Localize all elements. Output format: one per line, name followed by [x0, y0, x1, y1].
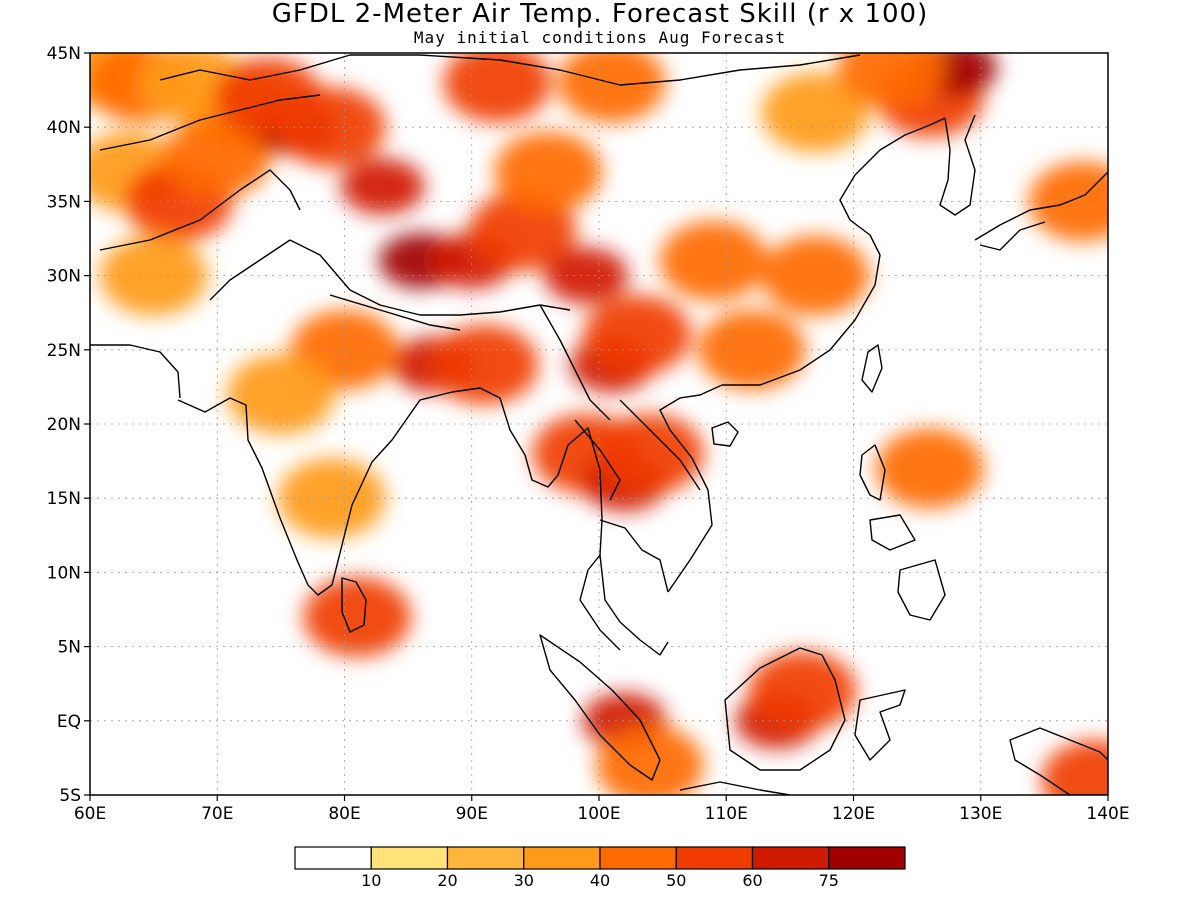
colorbar-swatch	[370, 846, 449, 870]
coastline-gulf-thailand	[599, 519, 669, 593]
y-tick-label: 40N	[47, 118, 81, 138]
colorbar-label: 40	[590, 871, 610, 890]
y-tick-label: 25N	[47, 341, 81, 361]
coastline-japan	[974, 171, 1108, 241]
colorbar-label: 20	[437, 871, 457, 890]
x-tick-label: 140E	[1086, 804, 1129, 824]
skill-region	[595, 413, 704, 494]
colorbar-label: 10	[361, 871, 381, 890]
map-subtitle: May initial conditions Aug Forecast	[413, 28, 787, 47]
colorbar-swatch	[294, 846, 372, 870]
skill-field	[90, 53, 1108, 795]
coastline-luzon	[859, 444, 886, 501]
border-afghanistan	[99, 169, 301, 251]
skill-region	[1028, 161, 1108, 242]
x-tick-label: 90E	[456, 804, 488, 824]
skill-region	[277, 87, 386, 168]
coastlines	[90, 54, 1108, 795]
skill-region	[1041, 740, 1108, 795]
x-tick-label: 100E	[577, 804, 620, 824]
border-central-asia	[99, 94, 321, 151]
coastline-korea	[939, 114, 976, 216]
skill-region	[163, 116, 272, 197]
y-tick-label: 20N	[47, 415, 81, 435]
x-axis: 60E 70E 80E 90E 100E 110E 120E 130E 140E	[74, 795, 1130, 824]
x-tick-label: 70E	[201, 804, 233, 824]
x-tick-label: 130E	[959, 804, 1002, 824]
coastline-japan-south	[979, 221, 1046, 251]
coastline-china	[722, 117, 946, 386]
border-laos-vietnam	[619, 399, 701, 491]
colorbar-label: 75	[819, 871, 839, 890]
coastline-mindanao	[897, 559, 946, 621]
colorbar-swatch	[446, 846, 525, 870]
skill-region	[583, 294, 692, 375]
border-pakistan-india	[209, 239, 291, 301]
y-tick-label: 35N	[47, 192, 81, 212]
coastline-visayas	[869, 514, 916, 551]
colorbar-swatch	[675, 846, 754, 870]
skill-region	[430, 324, 539, 405]
coastline-newguinea	[1009, 727, 1108, 795]
colorbar-swatch	[751, 846, 830, 870]
colorbar-swatch	[599, 846, 677, 870]
x-tick-label: 60E	[74, 804, 106, 824]
coastline-pakistan	[90, 344, 181, 399]
coastline-sumatra	[539, 634, 661, 781]
skill-region	[443, 53, 552, 123]
coastline-sulawesi	[854, 689, 906, 761]
y-axis: 5S EQ 5N 10N 15N 20N 25N 30N 35N 40N 45N	[47, 44, 90, 806]
y-tick-label: 10N	[47, 563, 81, 583]
skill-region	[875, 428, 984, 509]
skill-region	[340, 158, 425, 215]
y-tick-label: 5S	[59, 786, 81, 806]
y-tick-label: 30N	[47, 267, 81, 287]
coastline-indochina	[659, 384, 723, 593]
x-tick-label: 80E	[328, 804, 360, 824]
border-myanmar-china	[539, 304, 611, 421]
skill-region	[226, 354, 335, 435]
border-thailand	[574, 419, 621, 501]
y-tick-label: 5N	[57, 638, 81, 658]
skill-region	[761, 235, 870, 316]
y-tick-label: 45N	[47, 44, 81, 64]
colorbar-label: 50	[666, 871, 686, 890]
border-nepal	[329, 294, 461, 331]
map-title: GFDL 2-Meter Air Temp. Forecast Skill (r…	[271, 0, 929, 29]
coastline-srilanka	[341, 577, 367, 633]
coastline-malay	[579, 554, 621, 651]
border-china-north	[159, 54, 861, 86]
skill-region	[494, 131, 603, 212]
skill-region	[697, 309, 806, 390]
colorbar: 10 20 30 40 50 60 75	[294, 846, 906, 890]
skill-region	[761, 72, 870, 153]
map-grid	[90, 53, 1108, 795]
colorbar-label: 60	[742, 871, 762, 890]
coastline-hainan	[711, 421, 739, 447]
x-tick-label: 110E	[705, 804, 748, 824]
skill-region	[277, 458, 386, 539]
skill-region	[659, 220, 768, 301]
coastline-java	[679, 781, 791, 795]
skill-region	[748, 651, 857, 732]
coastline-myanmar	[451, 387, 669, 656]
x-tick-label: 120E	[832, 804, 875, 824]
border-china-india	[289, 239, 571, 316]
coastline-india	[177, 391, 453, 596]
colorbar-swatch	[828, 846, 906, 870]
y-tick-label: EQ	[57, 712, 81, 732]
skill-region	[557, 53, 666, 123]
colorbar-swatch	[523, 846, 601, 870]
skill-region	[595, 725, 704, 795]
skill-region	[303, 576, 412, 657]
coastline-taiwan	[861, 344, 883, 393]
skill-region	[837, 53, 946, 108]
colorbar-label: 30	[514, 871, 534, 890]
skill-region	[544, 247, 629, 304]
coastline-borneo	[724, 647, 846, 771]
y-tick-label: 15N	[47, 489, 81, 509]
